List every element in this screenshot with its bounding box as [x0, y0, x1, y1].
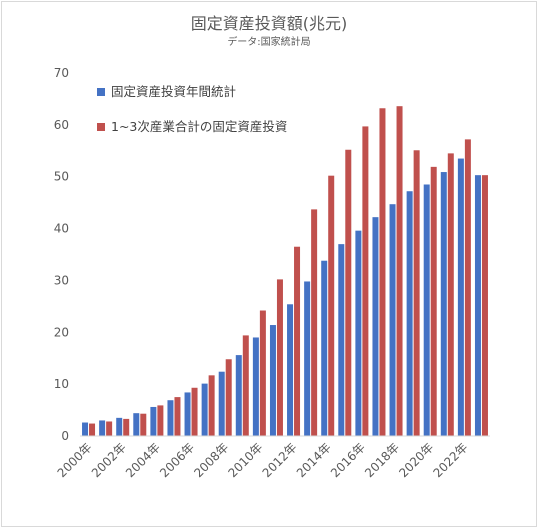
bar-series1: [184, 392, 191, 436]
bar-series1: [235, 355, 242, 436]
bar-series2: [276, 279, 283, 436]
bar-series2: [208, 375, 215, 436]
legend-label: 1~3次産業合計の固定資産投資: [111, 119, 287, 134]
bar-series1: [440, 172, 447, 437]
y-tick-label: 0: [61, 429, 69, 443]
y-tick-label: 40: [54, 222, 69, 236]
y-tick-label: 70: [54, 66, 69, 80]
bar-series2: [311, 209, 318, 436]
x-tick-label: 2012年: [260, 440, 300, 480]
x-tick-label: 2018年: [362, 440, 402, 480]
bar-series1: [389, 204, 396, 436]
bar-series2: [294, 246, 301, 436]
bar-series2: [430, 166, 437, 437]
x-tick-label: 2016年: [328, 440, 368, 480]
x-tick-label: 2006年: [157, 440, 197, 480]
chart-title: 固定資産投資額(兆元): [190, 14, 348, 33]
x-tick-label: 2002年: [89, 440, 129, 480]
bar-series1: [304, 281, 311, 436]
chart-subtitle: データ:国家統計局: [227, 37, 311, 48]
legend-swatch: [97, 123, 105, 131]
bar-series2: [345, 149, 352, 436]
bar-series2: [413, 150, 420, 436]
bar-series1: [287, 304, 294, 436]
bar-series1: [423, 184, 430, 436]
bar-series2: [379, 108, 386, 436]
bars: [82, 106, 488, 437]
legend-swatch: [97, 88, 105, 96]
x-tick-label: 2004年: [123, 440, 163, 480]
bar-series2: [191, 387, 198, 436]
y-tick-label: 20: [54, 325, 69, 339]
bar-series2: [328, 175, 335, 436]
bar-series1: [133, 413, 140, 436]
bar-series1: [167, 400, 174, 436]
bar-series1: [372, 217, 379, 436]
y-tick-label: 10: [54, 377, 69, 391]
x-tick-label: 2014年: [294, 440, 334, 480]
bar-series1: [406, 191, 413, 436]
bar-series2: [259, 310, 266, 436]
y-tick-label: 50: [54, 170, 69, 184]
x-tick-label: 2020年: [396, 440, 436, 480]
bar-series1: [321, 260, 328, 436]
bar-series1: [355, 230, 362, 436]
x-axis: 2000年2002年2004年2006年2008年2010年2012年2014年…: [55, 440, 471, 480]
bar-series1: [150, 406, 157, 436]
bar-series2: [362, 126, 369, 436]
bar-series2: [464, 139, 471, 436]
y-tick-label: 60: [54, 118, 69, 132]
x-tick-label: 2008年: [191, 440, 231, 480]
bar-series1: [116, 417, 123, 436]
bar-series1: [99, 420, 106, 436]
bar-series1: [82, 422, 89, 436]
bar-series2: [89, 423, 96, 436]
bar-series2: [225, 359, 232, 436]
legend: 固定資産投資年間統計 1~3次産業合計の固定資産投資: [97, 84, 287, 134]
x-tick-label: 2010年: [226, 440, 266, 480]
bar-series2: [106, 421, 113, 436]
bar-series2: [140, 413, 147, 436]
bar-series2: [481, 175, 488, 436]
bar-series1: [218, 371, 225, 436]
legend-label: 固定資産投資年間統計: [111, 84, 236, 99]
y-tick-label: 30: [54, 273, 69, 287]
y-axis: 0 10 20 30 40 50 60 70: [54, 66, 69, 443]
bar-series1: [474, 175, 481, 436]
bar-series2: [123, 418, 130, 436]
x-tick-label: 2000年: [55, 440, 95, 480]
bar-series1: [338, 244, 345, 436]
bar-series1: [269, 325, 276, 436]
x-tick-label: 2022年: [431, 440, 471, 480]
bar-series1: [457, 158, 464, 436]
bar-series2: [242, 335, 249, 436]
bar-series2: [447, 153, 454, 436]
bar-series2: [157, 405, 164, 436]
bar-series1: [201, 383, 208, 436]
bar-series2: [174, 397, 181, 436]
bar-series1: [252, 337, 259, 436]
bar-series2: [396, 106, 403, 436]
